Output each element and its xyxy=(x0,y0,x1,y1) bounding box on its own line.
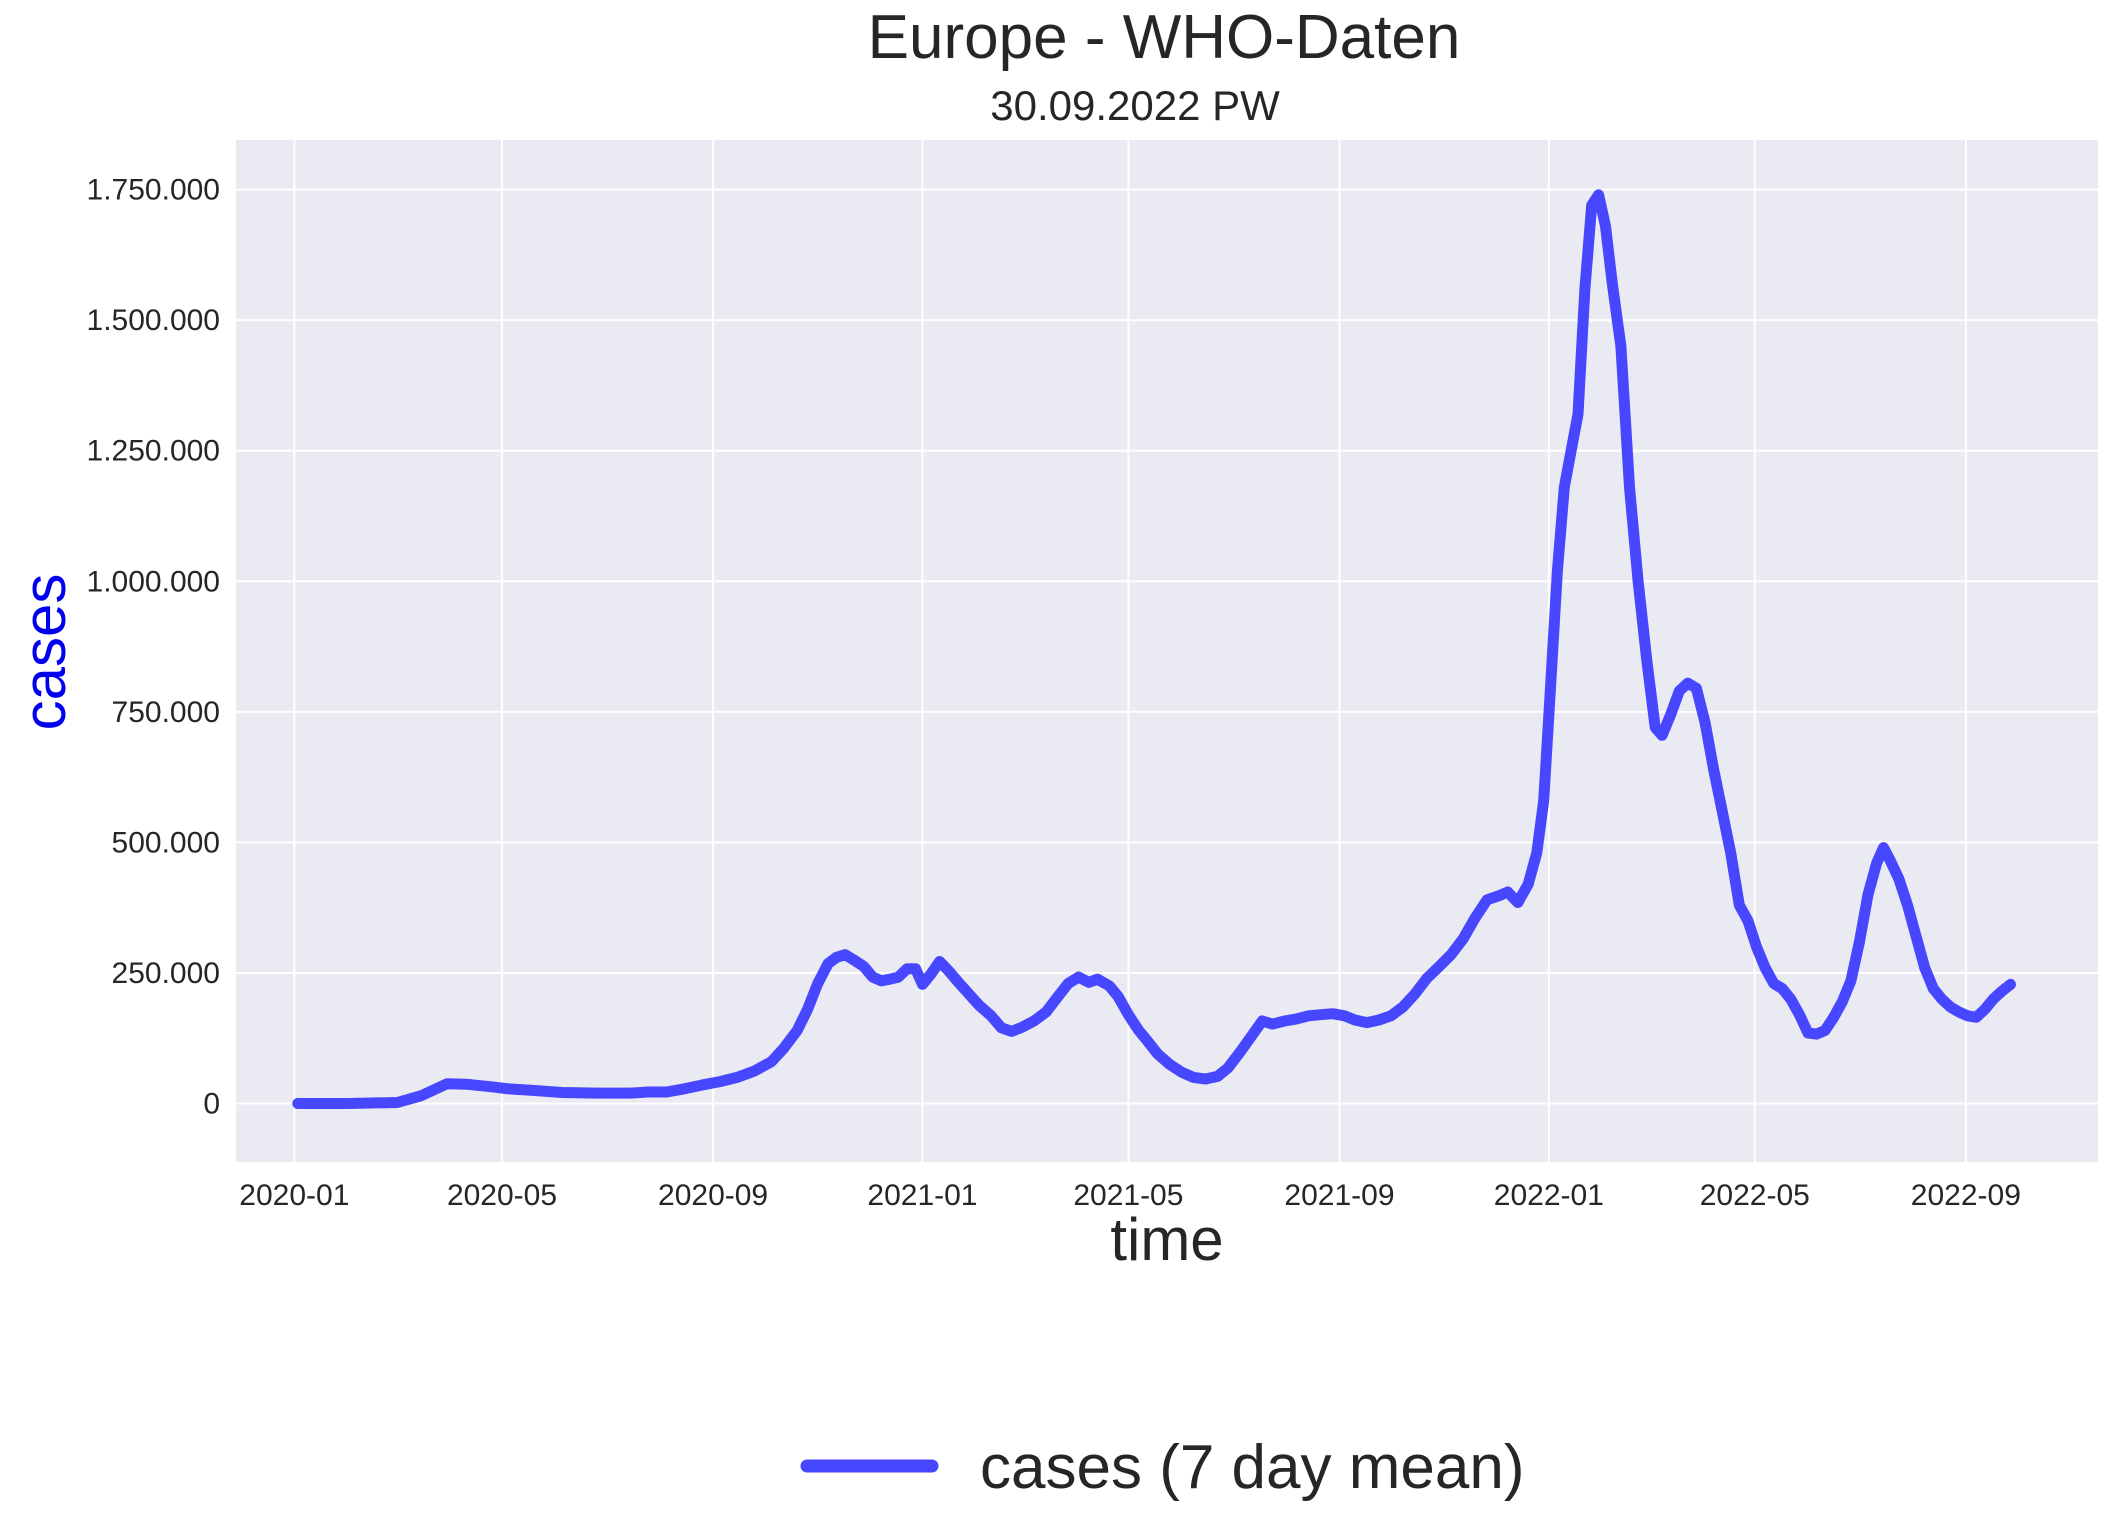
series-lines xyxy=(292,189,2016,1109)
chart-subtitle: 30.09.2022 PW xyxy=(990,82,1280,129)
x-tick-label: 2022-05 xyxy=(1700,1179,1810,1212)
legend: cases (7 day mean) xyxy=(800,1433,1524,1502)
y-tick-label: 250.000 xyxy=(112,957,220,990)
x-axis-label: time xyxy=(1110,1206,1223,1273)
y-axis-label: cases xyxy=(11,574,78,731)
y-tick-label: 0 xyxy=(203,1088,220,1121)
y-tick-label: 500.000 xyxy=(112,826,220,859)
y-tick-label: 1.750.000 xyxy=(87,174,220,207)
y-tick-label: 1.250.000 xyxy=(87,435,220,468)
x-tick-label: 2022-09 xyxy=(1911,1179,2021,1212)
legend-label: cases (7 day mean) xyxy=(980,1433,1524,1502)
y-tick-label: 1.500.000 xyxy=(87,304,220,337)
y-tick-labels: 0 250.000 500.000 750.000 1.000.000 1.250.000… xyxy=(87,174,220,1121)
x-tick-label: 2021-09 xyxy=(1284,1179,1394,1212)
plot-area xyxy=(236,140,2098,1162)
chart-title: Europe - WHO-Daten xyxy=(868,3,1461,72)
x-tick-label: 2020-01 xyxy=(239,1179,349,1212)
x-tick-label: 2021-05 xyxy=(1073,1179,1183,1212)
x-tick-labels: 2020-01 2020-05 2020-09 2021-01 2021-05 2021-… xyxy=(239,1179,2021,1212)
series-line xyxy=(292,189,2016,1109)
x-tick-label: 2022-01 xyxy=(1494,1179,1604,1212)
y-tick-label: 750.000 xyxy=(112,696,220,729)
x-tick-label: 2021-01 xyxy=(867,1179,977,1212)
x-tick-label: 2020-05 xyxy=(447,1179,557,1212)
x-tick-label: 2020-09 xyxy=(658,1179,768,1212)
y-tick-label: 1.000.000 xyxy=(87,565,220,598)
grid-lines xyxy=(236,140,2098,1162)
